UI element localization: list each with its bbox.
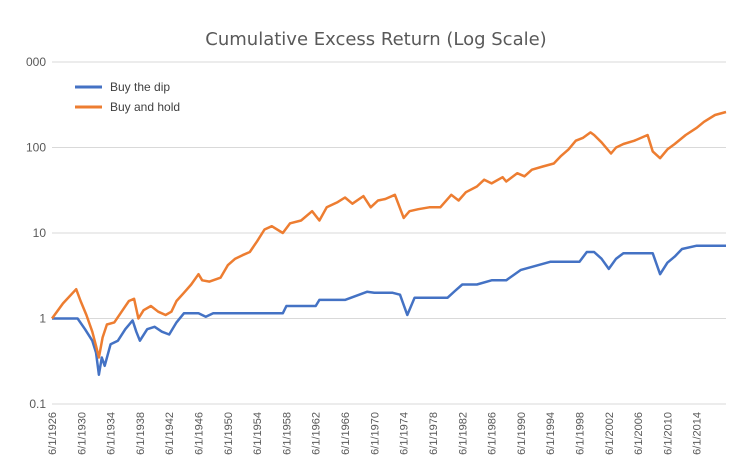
legend-label-buy-and-hold: Buy and hold: [110, 100, 180, 114]
x-tick-label: 6/1/1966: [340, 412, 352, 455]
series-lines: [50, 110, 727, 376]
x-tick-label: 6/1/1982: [457, 412, 469, 455]
x-tick-label: 6/1/2010: [662, 412, 674, 455]
x-tick-label: 6/1/1946: [194, 412, 206, 455]
y-tick-label: 100: [26, 141, 46, 155]
x-tick-label: 6/1/1954: [252, 412, 264, 455]
x-tick-label: 6/1/1950: [223, 412, 235, 455]
x-tick-label: 6/1/1962: [311, 412, 323, 455]
y-tick-label: 0.1: [29, 397, 46, 411]
y-tick-label: 1: [39, 312, 46, 326]
x-tick-label: 6/1/1942: [164, 412, 176, 455]
x-tick-label: 6/1/1958: [281, 412, 293, 455]
y-tick-label: 000: [26, 55, 46, 69]
x-tick-label: 6/1/1974: [399, 412, 411, 455]
x-tick-label: 6/1/1930: [76, 412, 88, 455]
legend-label-buy-the-dip: Buy the dip: [110, 80, 170, 94]
x-tick-label: 6/1/1934: [106, 412, 118, 455]
gridlines: [52, 61, 726, 405]
y-axis-ticks: 0.1 1 10 100 000: [26, 55, 46, 411]
x-tick-label: 6/1/1986: [487, 412, 499, 455]
y-tick-label: 10: [33, 226, 47, 240]
chart-title: Cumulative Excess Return (Log Scale): [205, 29, 546, 50]
x-tick-label: 6/1/1926: [47, 412, 59, 455]
x-tick-label: 6/1/2002: [604, 412, 616, 455]
x-tick-label: 6/1/1978: [428, 412, 440, 455]
x-axis-ticks: 6/1/1926 6/1/1930 6/1/1934 6/1/1938 6/1/1942…: [47, 412, 704, 455]
x-tick-label: 6/1/2014: [692, 412, 704, 455]
x-tick-label: 6/1/1990: [516, 412, 528, 455]
x-tick-label: 6/1/1998: [574, 412, 586, 455]
x-tick-label: 6/1/1938: [135, 412, 147, 455]
x-tick-label: 6/1/1994: [545, 412, 557, 455]
series-line-buy-and-hold: [50, 110, 727, 359]
legend: Buy the dip Buy and hold: [75, 80, 180, 114]
x-tick-label: 6/1/2006: [633, 412, 645, 455]
x-tick-label: 6/1/1970: [369, 412, 381, 455]
series-line-buy-the-dip: [52, 244, 726, 376]
